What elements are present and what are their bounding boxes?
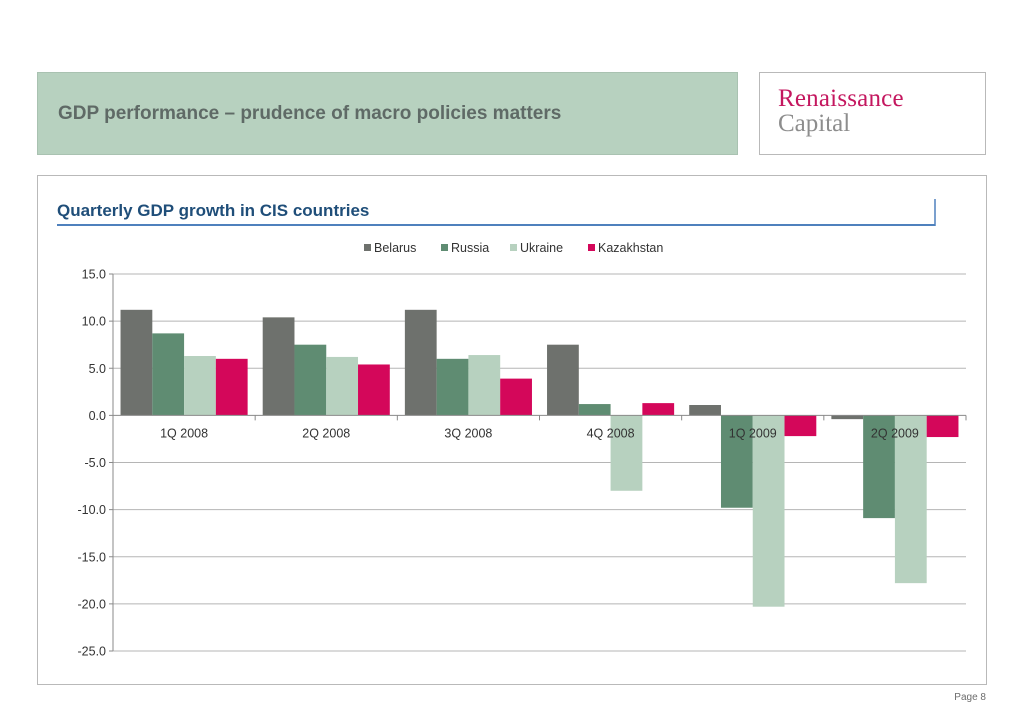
legend-label-kazakhstan: Kazakhstan [598,241,663,255]
y-tick-label: 5.0 [89,362,106,376]
bar-ukraine-2q-2008 [326,356,359,416]
chart-legend: Belarus Russia Ukraine Kazakhstan [364,241,663,255]
bar-belarus-1q-2008 [120,309,153,416]
y-tick-label: -15.0 [78,550,107,564]
x-category-label: 3Q 2008 [444,426,492,440]
logo-text-capital: Capital [778,110,851,137]
bar-kazakhstan-2q-2009 [926,415,959,438]
bar-ukraine-2q-2009 [894,415,927,584]
chart-grid [113,273,966,652]
header-band: GDP performance – prudence of macro poli… [37,72,738,155]
bar-belarus-2q-2009 [831,415,864,420]
legend-swatch-kazakhstan [588,244,595,251]
bar-kazakhstan-2q-2008 [358,364,390,416]
chart-axes [112,274,967,651]
chart-panel: Quarterly GDP growth in CIS countries Be… [37,175,987,685]
y-axis-ticks: 15.0 10.0 5.0 0.0 -5.0 -10.0 -15.0 -20.0 -25.0 [78,268,113,659]
bar-kazakhstan-1q-2009 [784,415,817,437]
bar-ukraine-1q-2008 [184,355,216,416]
chart-bars [120,309,959,607]
bar-russia-2q-2008 [294,344,327,416]
y-tick-label: 10.0 [82,315,106,329]
bar-russia-3q-2008 [436,358,469,416]
legend-label-belarus: Belarus [374,241,416,255]
bar-russia-2q-2009 [863,415,895,519]
page-number: Page 8 [954,692,986,703]
bar-russia-4q-2008 [578,404,611,416]
bar-kazakhstan-3q-2008 [500,378,532,416]
x-category-label: 2Q 2009 [871,426,919,440]
bar-belarus-4q-2008 [547,344,579,416]
bar-russia-1q-2008 [152,333,185,416]
bar-ukraine-4q-2008 [610,415,643,491]
bar-belarus-1q-2009 [689,405,721,416]
gdp-bar-chart: Quarterly GDP growth in CIS countries Be… [57,199,967,659]
y-tick-label: 15.0 [82,268,106,282]
y-tick-label: -20.0 [78,597,107,611]
bar-russia-1q-2009 [720,415,753,508]
y-tick-label: -25.0 [78,645,107,659]
logo-text-renaissance: Renaissance [778,85,904,112]
legend-swatch-belarus [364,244,371,251]
x-category-label: 1Q 2009 [729,426,777,440]
bar-belarus-3q-2008 [404,309,437,416]
bar-ukraine-1q-2009 [752,415,785,607]
legend-label-russia: Russia [451,241,489,255]
y-tick-label: -5.0 [84,456,106,470]
legend-label-ukraine: Ukraine [520,241,563,255]
legend-swatch-ukraine [510,244,517,251]
y-tick-label: -10.0 [78,503,107,517]
legend-swatch-russia [441,244,448,251]
y-tick-label: 0.0 [89,409,106,423]
x-axis-labels: 1Q 2008 2Q 2008 3Q 2008 4Q 2008 1Q 2009 2Q 20… [160,426,919,440]
bar-belarus-2q-2008 [262,317,295,416]
bar-kazakhstan-1q-2008 [215,358,248,416]
x-category-label: 4Q 2008 [587,426,635,440]
bar-kazakhstan-4q-2008 [642,403,675,416]
x-category-label: 2Q 2008 [302,426,350,440]
bar-ukraine-3q-2008 [468,355,501,416]
x-category-label: 1Q 2008 [160,426,208,440]
chart-title: Quarterly GDP growth in CIS countries [57,201,369,220]
page-title: GDP performance – prudence of macro poli… [58,103,562,124]
logo: Renaissance Capital [759,72,986,155]
